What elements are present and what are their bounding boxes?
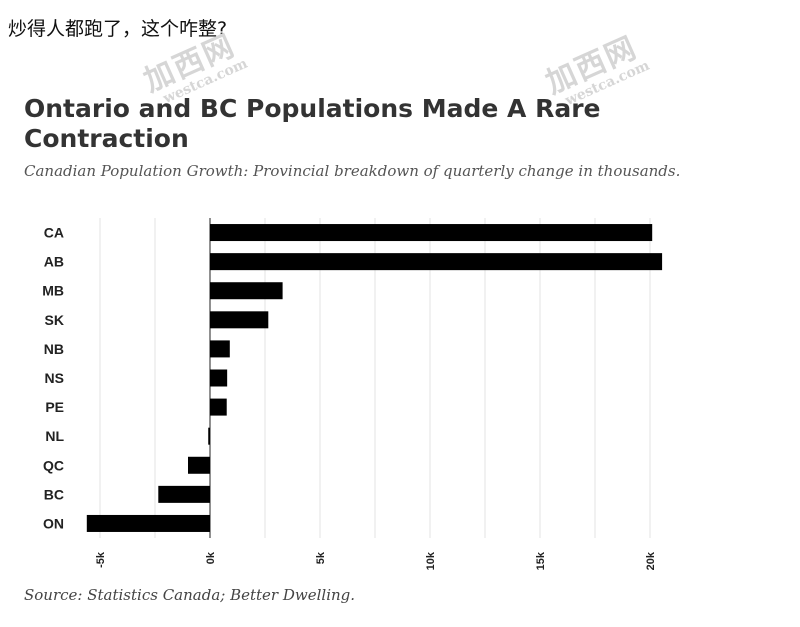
x-tick-label: 15k [535, 551, 547, 570]
chart-title: Ontario and BC Populations Made A Rare C… [24, 94, 601, 153]
grid-layer [99, 218, 651, 538]
bar-bc [158, 485, 210, 503]
category-label: NB [44, 341, 64, 357]
category-label: NS [45, 370, 64, 386]
bar-pe [210, 398, 227, 416]
bar-nb [210, 340, 230, 358]
category-label: MB [42, 283, 64, 299]
chart-subtitle: Canadian Population Growth: Provincial b… [24, 162, 681, 180]
x-tick-label: 10k [425, 551, 437, 570]
category-label: AB [44, 254, 64, 270]
bar-layer [86, 224, 663, 532]
x-tick-label: 5k [315, 551, 327, 564]
category-label: PE [45, 399, 64, 415]
bar-qc [188, 456, 210, 474]
category-label: ON [43, 515, 64, 531]
category-label: SK [45, 312, 64, 328]
bar-ab [210, 253, 663, 271]
x-tick-label: 0k [205, 551, 217, 564]
bar-ns [210, 369, 228, 387]
post-caption: 炒得人都跑了，这个咋整? [8, 18, 228, 40]
category-label-layer: CA AB MB SK NB NS PE NL QC BC ON [42, 225, 64, 532]
category-label: NL [45, 428, 64, 444]
x-tick-label: -5k [95, 551, 107, 568]
bar-sk [210, 311, 269, 329]
chart-source: Source: Statistics Canada; Better Dwelli… [24, 586, 356, 604]
bar-ca [210, 224, 653, 242]
x-tick-label: 20k [645, 551, 657, 570]
bar-mb [210, 282, 283, 300]
bar-nl [208, 427, 210, 445]
category-label: BC [44, 486, 64, 502]
category-label: QC [43, 457, 64, 473]
tick-label-layer: -5k 0k 5k 10k 15k 20k [95, 551, 657, 570]
category-label: CA [44, 225, 64, 241]
bar-on [86, 514, 210, 532]
